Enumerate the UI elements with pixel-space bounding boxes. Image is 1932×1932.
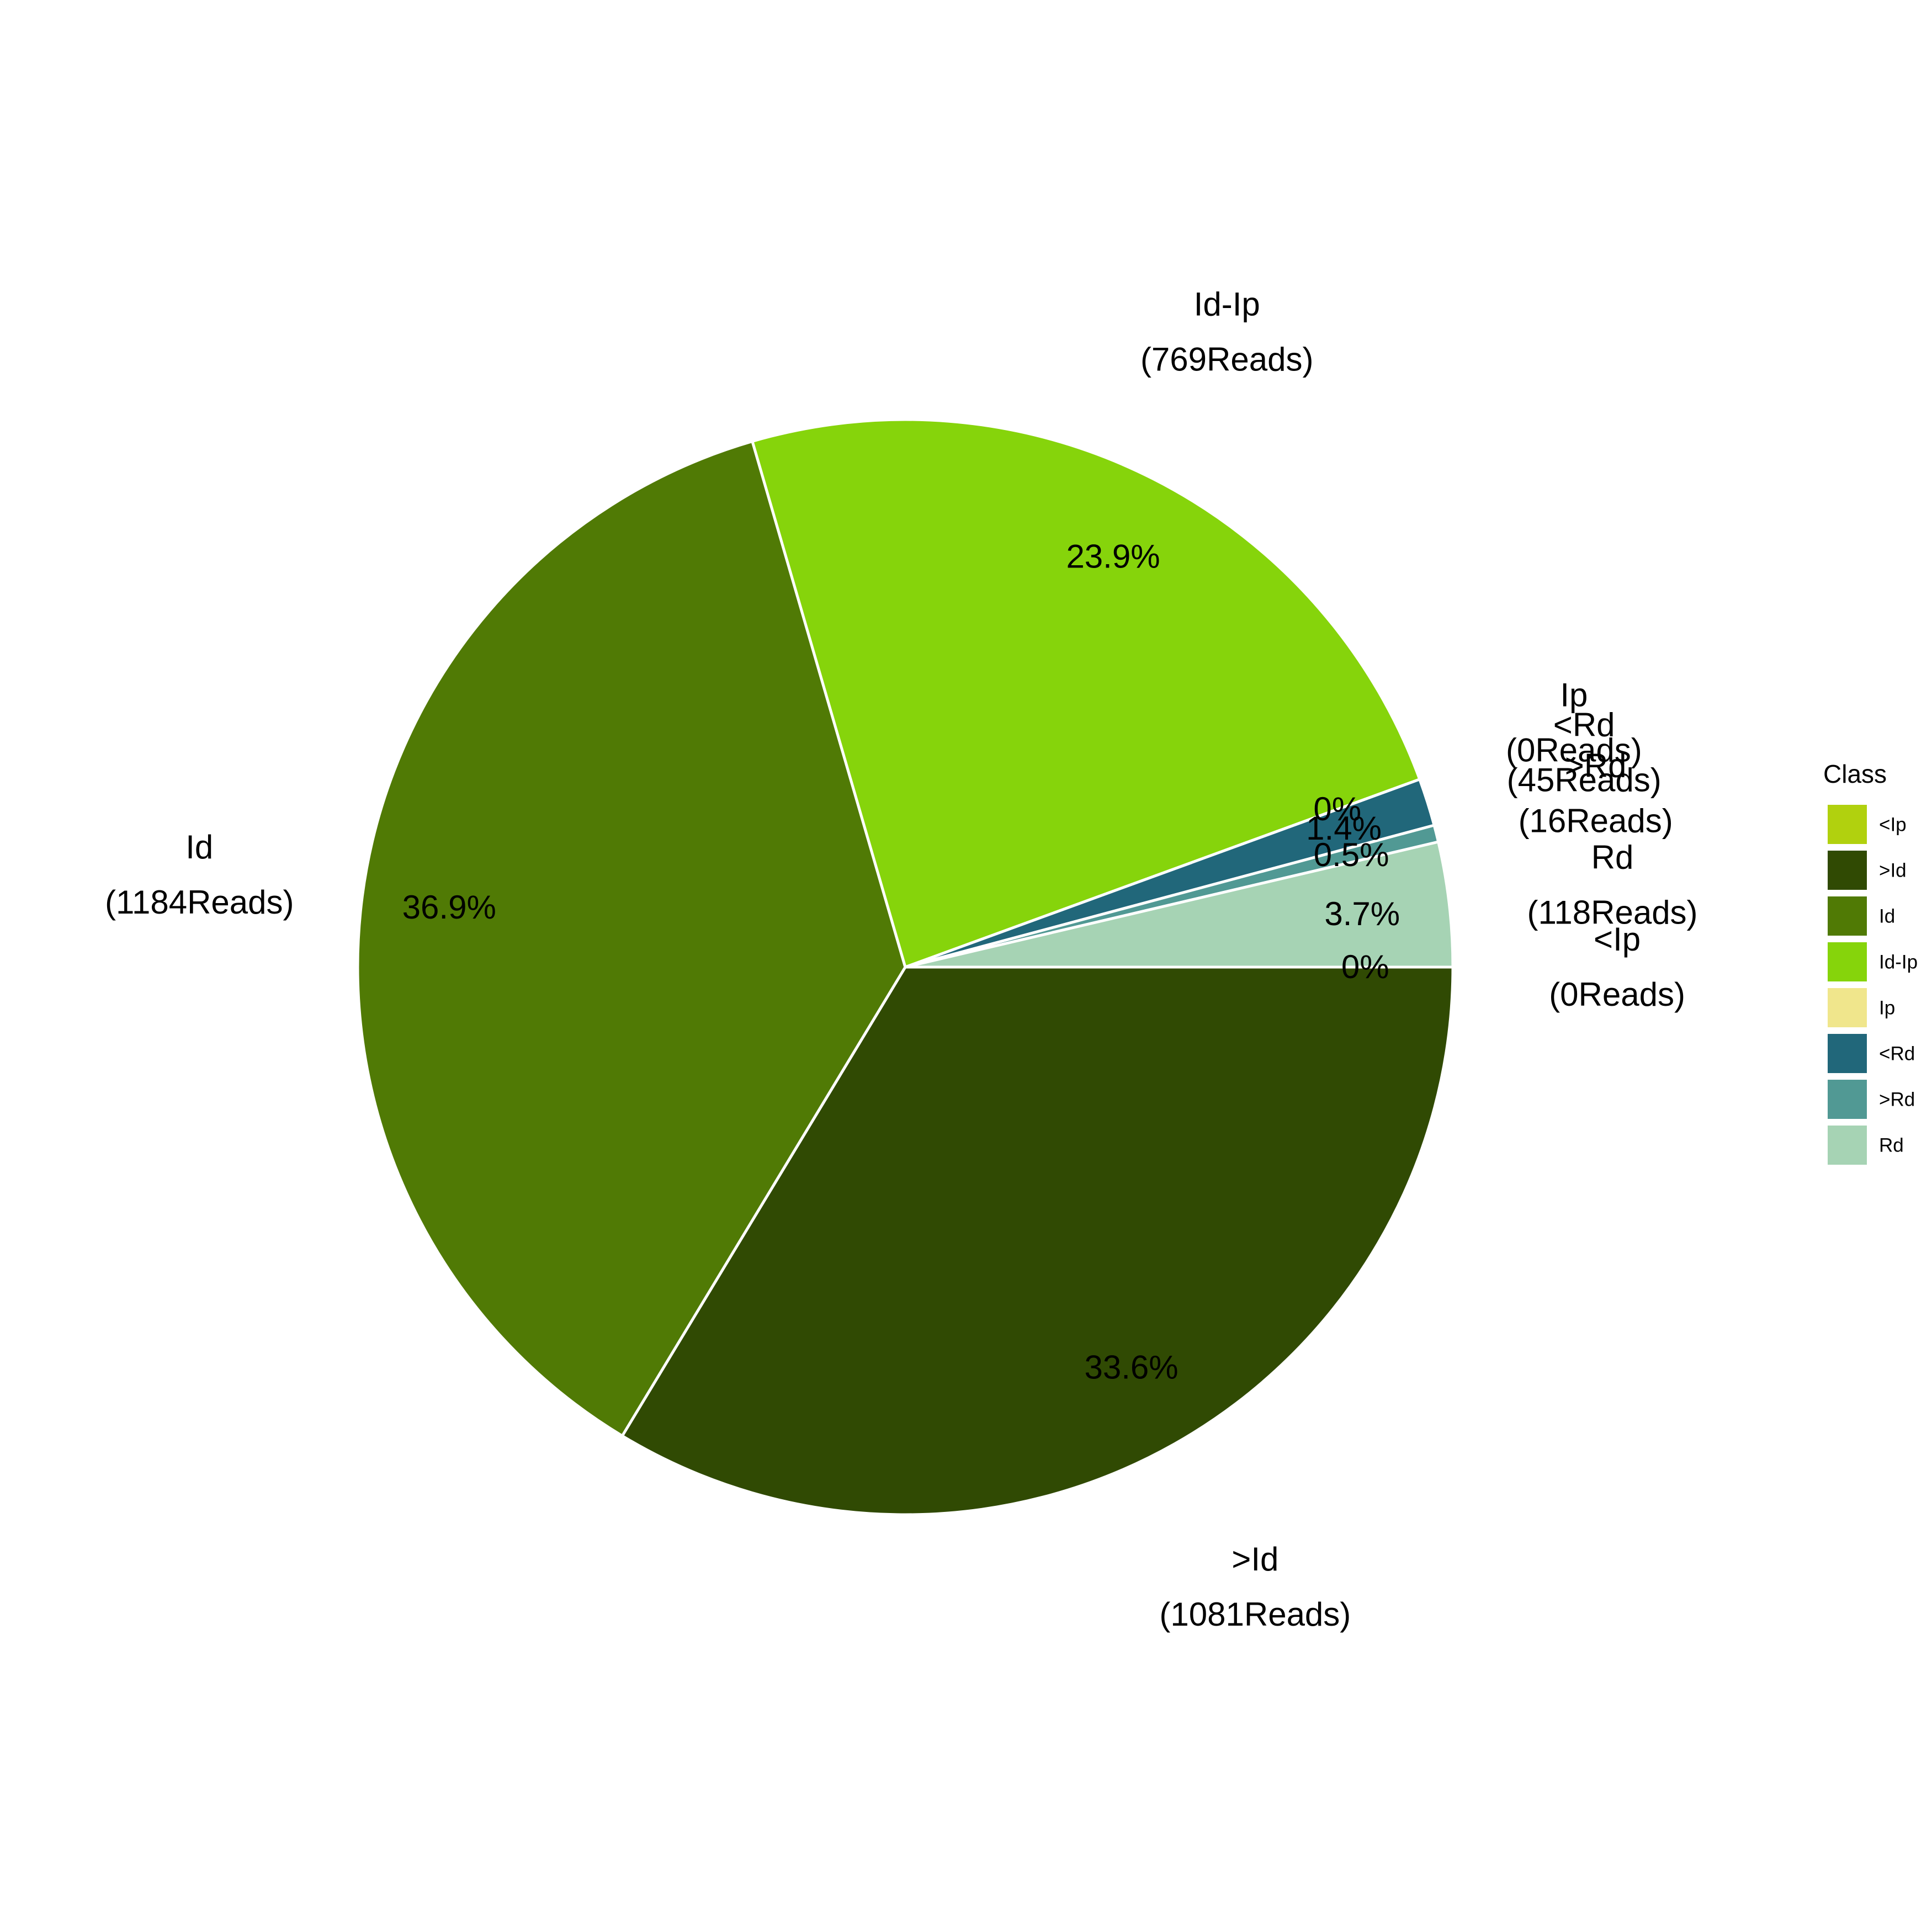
slice-name-label-rd-6: Rd — [1591, 839, 1634, 876]
pie-slice-rd-6 — [905, 840, 1455, 969]
legend-label-id: Id — [1879, 906, 1895, 927]
pie-slices — [356, 418, 1455, 1516]
legend-swatch-gt-rd — [1828, 1080, 1867, 1119]
slice-outer-labels: >Id (1081Reads) Id (1184Reads) Id-Ip (769Read… — [105, 286, 1697, 1633]
slice-count-label-lt-rd-4: (45Reads) — [1507, 761, 1662, 798]
percent-label-ip-3: 0% — [1313, 790, 1361, 827]
pie-slice-id-1 — [356, 439, 907, 1438]
slice-count-label-rd-6: (118Reads) — [1527, 894, 1697, 931]
legend-label-ip: Ip — [1879, 997, 1895, 1019]
percent-label-lt-rd-4: 1.4% — [1306, 810, 1382, 847]
percent-label-gt-id-0: 33.6% — [1084, 1349, 1178, 1386]
legend-swatch-lt-ip — [1828, 805, 1867, 844]
percent-label-id-1: 36.9% — [402, 889, 496, 926]
slice-name-label-lt-ip-7: <Ip — [1594, 921, 1641, 958]
legend-label-id-ip: Id-Ip — [1879, 952, 1918, 973]
legend-label-rd: Rd — [1879, 1135, 1904, 1156]
pie-slice-id-ip-2 — [750, 418, 1422, 969]
legend: Class <Ip >Id Id Id-Ip Ip <Rd >Rd Rd — [1823, 760, 1918, 1165]
percent-label-gt-rd-5: 0.5% — [1314, 836, 1389, 873]
percent-label-rd-6: 3.7% — [1324, 895, 1400, 932]
legend-swatch-rd — [1828, 1126, 1867, 1165]
legend-swatch-gt-id — [1828, 851, 1867, 890]
slice-name-label-id-ip-2: Id-Ip — [1194, 286, 1260, 323]
legend-swatch-id — [1828, 896, 1867, 936]
legend-label-lt-ip: <Ip — [1879, 814, 1907, 836]
slice-name-label-ip-3: Ip — [1560, 677, 1588, 714]
slice-count-label-ip-3: (0Reads) — [1506, 732, 1642, 769]
slice-name-label-lt-rd-4: <Rd — [1553, 706, 1615, 743]
percent-label-id-ip-2: 23.9% — [1066, 538, 1160, 575]
slice-count-label-id-1: (1184Reads) — [105, 884, 294, 921]
legend-swatch-lt-rd — [1828, 1034, 1867, 1073]
legend-label-gt-id: >Id — [1879, 860, 1907, 882]
slice-count-label-gt-id-0: (1081Reads) — [1159, 1596, 1351, 1633]
percent-label-lt-ip-7: 0% — [1341, 948, 1389, 985]
legend-title: Class — [1823, 760, 1887, 788]
slice-percent-labels: 33.6%36.9%23.9%0%1.4%0.5%3.7%0% — [402, 538, 1400, 1386]
slice-count-label-gt-rd-5: (16Reads) — [1519, 802, 1673, 839]
slice-count-label-lt-ip-7: (0Reads) — [1549, 976, 1685, 1013]
legend-swatch-ip — [1828, 988, 1867, 1027]
slice-name-label-id-1: Id — [185, 829, 213, 866]
slice-count-label-id-ip-2: (769Reads) — [1140, 341, 1314, 378]
legend-label-lt-rd: <Rd — [1879, 1043, 1915, 1065]
legend-swatch-id-ip — [1828, 942, 1867, 981]
slice-name-label-gt-rd-5: >Rd — [1565, 747, 1627, 784]
legend-label-gt-rd: >Rd — [1879, 1089, 1915, 1111]
legend-items: <Ip >Id Id Id-Ip Ip <Rd >Rd Rd — [1828, 805, 1918, 1165]
pie-slice-gt-id-0 — [620, 965, 1455, 1516]
slice-name-label-gt-id-0: >Id — [1232, 1541, 1278, 1578]
